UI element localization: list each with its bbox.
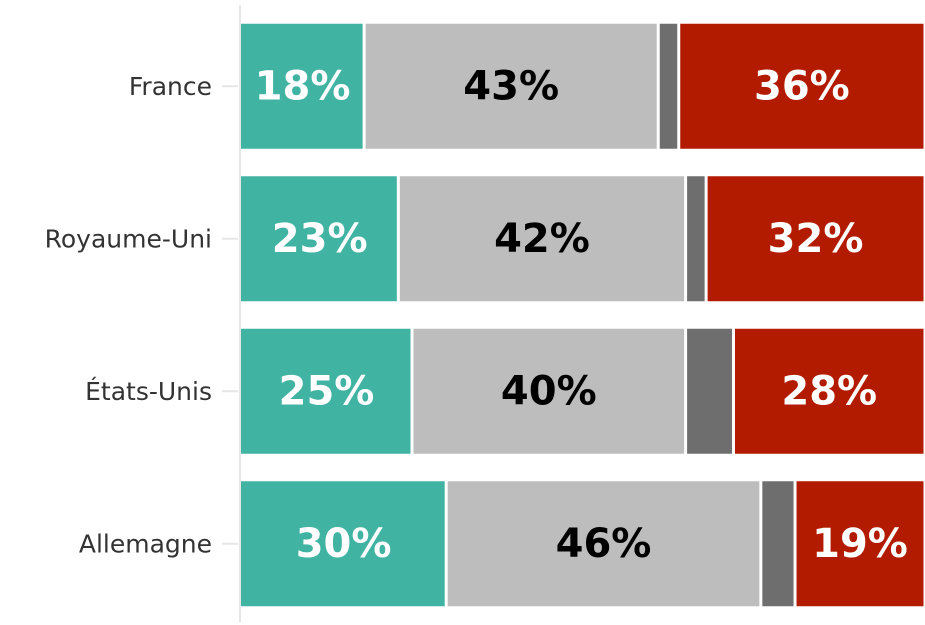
bar-segment — [365, 23, 657, 149]
y-tick-label: États-Unis — [85, 377, 212, 406]
bar-segment — [447, 481, 760, 607]
value-label: 43% — [463, 63, 559, 109]
bar-segment — [734, 328, 924, 454]
bar-segment — [399, 176, 685, 302]
value-label: 23% — [272, 216, 368, 262]
value-label: 40% — [501, 368, 597, 414]
y-tick-label: Royaume-Uni — [45, 224, 212, 253]
bar-segment — [687, 176, 705, 302]
y-tick-label: France — [129, 72, 212, 101]
value-label: 30% — [296, 521, 392, 567]
bar-segment — [241, 481, 445, 607]
value-label: 36% — [754, 63, 850, 109]
value-label: 46% — [556, 521, 652, 567]
bar-segment — [659, 23, 678, 149]
bar-segment — [796, 481, 924, 607]
bar-segment — [762, 481, 794, 607]
value-label: 42% — [494, 216, 590, 262]
bar-segment — [241, 23, 363, 149]
value-label: 28% — [781, 368, 877, 414]
bar-segment — [241, 328, 411, 454]
bar-segment — [413, 328, 685, 454]
value-label: 18% — [255, 63, 351, 109]
bar-segment — [707, 176, 924, 302]
bar-segment — [680, 23, 924, 149]
value-label: 25% — [279, 368, 375, 414]
y-tick-label: Allemagne — [79, 529, 212, 558]
value-label: 19% — [812, 521, 908, 567]
value-label: 32% — [768, 216, 864, 262]
bar-segment — [687, 328, 732, 454]
bar-segment — [241, 176, 397, 302]
